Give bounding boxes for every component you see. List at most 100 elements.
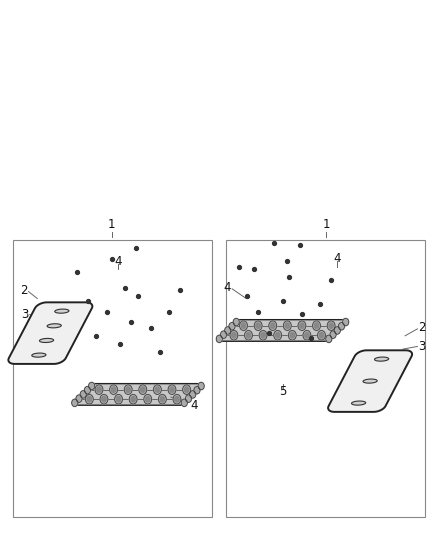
Circle shape	[274, 330, 282, 340]
Circle shape	[97, 387, 101, 392]
Polygon shape	[8, 302, 92, 364]
Circle shape	[327, 321, 335, 330]
Text: 1: 1	[108, 219, 116, 231]
Circle shape	[314, 323, 319, 328]
Circle shape	[76, 395, 82, 402]
Polygon shape	[55, 309, 69, 313]
Polygon shape	[32, 353, 46, 357]
Polygon shape	[328, 350, 412, 412]
Circle shape	[244, 330, 252, 340]
Circle shape	[326, 335, 332, 343]
Circle shape	[110, 385, 117, 394]
Circle shape	[269, 321, 277, 330]
Circle shape	[256, 323, 260, 328]
Circle shape	[240, 321, 247, 330]
Circle shape	[185, 395, 191, 402]
Circle shape	[313, 321, 321, 330]
Circle shape	[343, 318, 349, 326]
Circle shape	[303, 330, 311, 340]
Polygon shape	[217, 320, 348, 341]
Text: 4: 4	[114, 255, 122, 268]
Circle shape	[190, 391, 196, 398]
Circle shape	[232, 333, 236, 338]
Text: 3: 3	[21, 308, 28, 321]
Circle shape	[85, 394, 93, 404]
Polygon shape	[47, 324, 61, 328]
Polygon shape	[39, 338, 53, 343]
Circle shape	[276, 333, 280, 338]
Circle shape	[216, 335, 223, 343]
Text: 5: 5	[279, 385, 286, 398]
Circle shape	[139, 385, 147, 394]
Circle shape	[259, 330, 267, 340]
Circle shape	[254, 321, 262, 330]
Circle shape	[298, 321, 306, 330]
Circle shape	[160, 397, 165, 402]
Circle shape	[124, 385, 132, 394]
Circle shape	[144, 394, 152, 404]
Circle shape	[334, 327, 340, 334]
Circle shape	[102, 397, 106, 402]
Circle shape	[233, 318, 239, 326]
Circle shape	[115, 394, 123, 404]
Polygon shape	[363, 379, 377, 383]
Circle shape	[225, 327, 231, 334]
Circle shape	[168, 385, 176, 394]
Circle shape	[72, 399, 78, 407]
Circle shape	[88, 382, 95, 390]
Circle shape	[290, 333, 294, 338]
Circle shape	[95, 385, 103, 394]
Circle shape	[129, 394, 137, 404]
Polygon shape	[374, 357, 389, 361]
Circle shape	[194, 386, 200, 394]
Circle shape	[184, 387, 189, 392]
Circle shape	[153, 385, 161, 394]
Circle shape	[126, 387, 131, 392]
Circle shape	[175, 397, 179, 402]
Circle shape	[100, 394, 108, 404]
Circle shape	[80, 391, 86, 398]
Circle shape	[229, 322, 235, 330]
Text: 4: 4	[223, 281, 231, 294]
Circle shape	[329, 323, 333, 328]
Circle shape	[241, 323, 246, 328]
Circle shape	[285, 323, 290, 328]
Circle shape	[87, 397, 92, 402]
Circle shape	[198, 382, 204, 390]
Circle shape	[155, 387, 159, 392]
Circle shape	[339, 322, 345, 330]
Polygon shape	[352, 401, 366, 405]
Circle shape	[318, 330, 325, 340]
Bar	[13, 240, 212, 517]
Text: 2: 2	[20, 284, 28, 297]
Text: 1: 1	[322, 219, 330, 231]
Circle shape	[181, 399, 187, 407]
Circle shape	[159, 394, 166, 404]
Circle shape	[111, 387, 116, 392]
Text: 3: 3	[418, 340, 426, 353]
Circle shape	[330, 331, 336, 338]
Circle shape	[220, 331, 226, 338]
Circle shape	[288, 330, 296, 340]
Circle shape	[246, 333, 251, 338]
Circle shape	[145, 397, 150, 402]
Circle shape	[141, 387, 145, 392]
Circle shape	[117, 397, 121, 402]
Circle shape	[230, 330, 238, 340]
Circle shape	[170, 387, 174, 392]
Circle shape	[283, 321, 291, 330]
Text: 4: 4	[191, 399, 198, 411]
Circle shape	[261, 333, 265, 338]
Circle shape	[131, 397, 135, 402]
Bar	[226, 240, 425, 517]
Circle shape	[319, 333, 324, 338]
Text: 2: 2	[418, 321, 426, 334]
Polygon shape	[72, 384, 204, 405]
Circle shape	[300, 323, 304, 328]
Circle shape	[305, 333, 309, 338]
Text: 4: 4	[333, 252, 341, 265]
Circle shape	[85, 386, 91, 394]
Circle shape	[183, 385, 191, 394]
Circle shape	[271, 323, 275, 328]
Circle shape	[173, 394, 181, 404]
